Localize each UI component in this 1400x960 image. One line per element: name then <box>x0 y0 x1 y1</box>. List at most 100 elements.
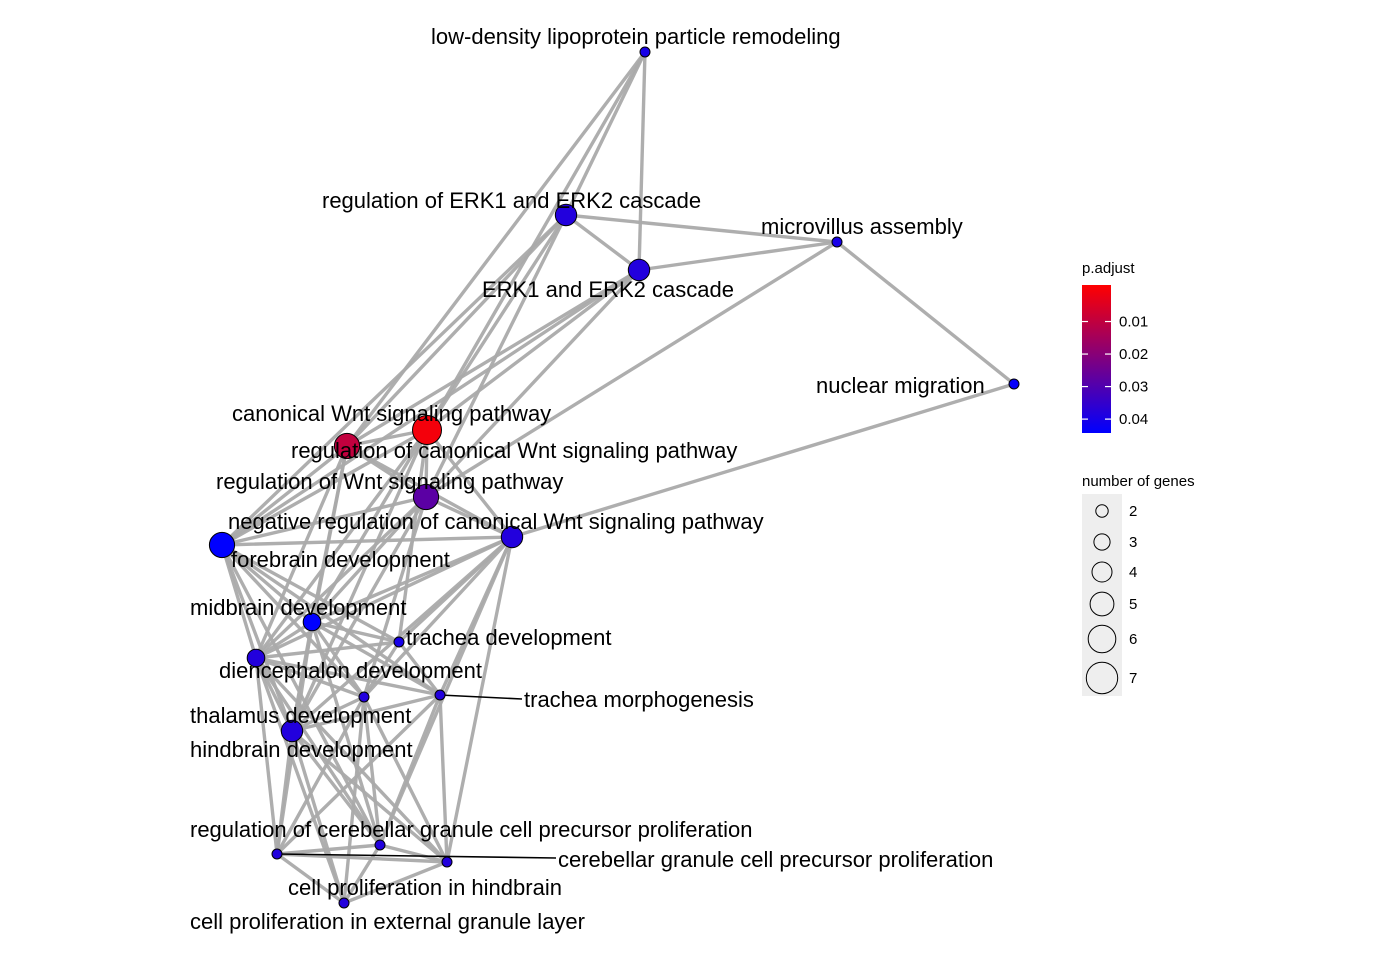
node-erk1-and-erk2-cascade[interactable] <box>627 258 651 282</box>
edge-low-density-lipoprotein-particle-remodeling--canonical-wnt-signaling-pathway <box>425 50 647 432</box>
node-nuclear-migration[interactable] <box>1008 378 1020 390</box>
node-label-thalamus-development: thalamus development <box>190 703 411 728</box>
node-label-regulation-of-cerebellar-granule-cell-precursor-proliferation: regulation of cerebellar granule cell pr… <box>190 817 753 842</box>
node-hindbrain-development[interactable] <box>280 719 304 743</box>
size-key-circle <box>1087 624 1117 654</box>
edge-regulation-of-wnt-signaling-pathway--forebrain-development <box>220 495 428 547</box>
node-label-trachea-morphogenesis: trachea morphogenesis <box>524 687 754 712</box>
size-key-label: 4 <box>1129 564 1137 581</box>
node-microvillus-assembly[interactable] <box>831 236 843 248</box>
node-label-midbrain-development: midbrain development <box>190 595 406 620</box>
node-thalamus-development[interactable] <box>358 691 370 703</box>
node-label-canonical-wnt-signaling-pathway: canonical Wnt signaling pathway <box>232 401 551 426</box>
edge-regulation-of-erk1-and-erk2-cascade--regulation-of-canonical-wnt-signaling-pathway <box>345 213 568 448</box>
edge-canonical-wnt-signaling-pathway--midbrain-development <box>310 428 429 624</box>
p-adjust-tick-label: 0.01 <box>1119 314 1148 331</box>
number-of-genes-legend-background <box>1082 494 1122 696</box>
edge-negative-regulation-of-canonical-wnt-signaling-pathway--forebrain-development <box>220 535 514 547</box>
edge-midbrain-development--thalamus-development <box>310 620 366 699</box>
p-adjust-legend: p.adjust 0.01 0.02 0.03 0.04 <box>1082 260 1148 433</box>
size-key-label: 3 <box>1129 534 1137 551</box>
edge-hindbrain-development--cell-proliferation-in-hindbrain <box>275 729 294 856</box>
node-trachea-development[interactable] <box>393 636 405 648</box>
edge-trachea-development--trachea-morphogenesis <box>397 640 442 697</box>
node-forebrain-development[interactable] <box>208 531 236 559</box>
edge-diencephalon-development--cell-proliferation-in-external-granule-layer <box>254 656 346 905</box>
edge-trachea-morphogenesis--cell-proliferation-in-hindbrain <box>275 693 442 856</box>
node-label-cell-proliferation-in-external-granule-layer: cell proliferation in external granule l… <box>190 909 585 934</box>
edge-forebrain-development--midbrain-development <box>220 543 314 624</box>
edge-erk1-and-erk2-cascade--forebrain-development <box>220 268 641 547</box>
edge-layer <box>220 50 1016 905</box>
leader-trachea-morphogenesis <box>439 694 523 700</box>
node-regulation-of-erk1-and-erk2-cascade[interactable] <box>554 203 578 227</box>
node-cell-proliferation-in-external-granule-layer[interactable] <box>338 897 350 909</box>
number-of-genes-keys: 2 3 4 5 6 7 <box>1085 503 1137 695</box>
edge-trachea-morphogenesis--cerebellar-granule-cell-precursor-proliferation <box>438 693 449 864</box>
node-regulation-of-wnt-signaling-pathway[interactable] <box>412 483 440 511</box>
size-key-circle <box>1091 561 1113 583</box>
edge-canonical-wnt-signaling-pathway--forebrain-development <box>220 428 429 547</box>
node-regulation-of-cerebellar-granule-cell-precursor-proliferation[interactable] <box>374 839 386 851</box>
size-key-label: 6 <box>1129 631 1137 648</box>
size-key-circle <box>1093 533 1111 551</box>
edge-diencephalon-development--trachea-morphogenesis <box>254 656 442 697</box>
edge-negative-regulation-of-canonical-wnt-signaling-pathway--cerebellar-granule-cell-precursor-proliferation <box>445 535 514 864</box>
node-trachea-morphogenesis[interactable] <box>434 689 446 701</box>
edge-midbrain-development--regulation-of-cerebellar-granule-cell-precursor-proliferation <box>310 620 382 847</box>
p-adjust-color-bar <box>1082 285 1111 433</box>
edge-negative-regulation-of-canonical-wnt-signaling-pathway--hindbrain-development <box>290 535 514 733</box>
edge-thalamus-development--cell-proliferation-in-external-granule-layer <box>342 695 366 905</box>
edge-regulation-of-erk1-and-erk2-cascade--microvillus-assembly <box>564 213 839 244</box>
edge-diencephalon-development--cell-proliferation-in-hindbrain <box>254 656 279 856</box>
edge-hindbrain-development--regulation-of-cerebellar-granule-cell-precursor-proliferation <box>290 729 382 847</box>
node-midbrain-development[interactable] <box>302 612 322 632</box>
edge-thalamus-development--regulation-of-cerebellar-granule-cell-precursor-proliferation <box>362 695 382 847</box>
size-key-circle <box>1095 504 1109 518</box>
edge-canonical-wnt-signaling-pathway--negative-regulation-of-canonical-wnt-signaling-pathway <box>425 428 514 539</box>
edge-erk1-and-erk2-cascade--regulation-of-canonical-wnt-signaling-pathway <box>345 268 641 448</box>
size-key-label: 2 <box>1129 503 1137 520</box>
node-low-density-lipoprotein-particle-remodeling[interactable] <box>639 46 651 58</box>
leader-cerebellar-granule-cell-precursor-proliferation <box>276 853 557 859</box>
size-key-label: 7 <box>1129 670 1137 687</box>
edge-regulation-of-wnt-signaling-pathway--hindbrain-development <box>290 495 428 733</box>
node-canonical-wnt-signaling-pathway[interactable] <box>412 415 442 445</box>
label-layer: low-density lipoprotein particle remodel… <box>190 24 993 934</box>
edge-cerebellar-granule-cell-precursor-proliferation--cell-proliferation-in-hindbrain <box>275 852 449 864</box>
edge-forebrain-development--trachea-morphogenesis <box>220 543 442 697</box>
label-leader-layer <box>276 694 557 859</box>
edge-thalamus-development--cell-proliferation-in-hindbrain <box>275 695 366 856</box>
p-adjust-tick-label: 0.02 <box>1119 346 1148 363</box>
edge-low-density-lipoprotein-particle-remodeling--regulation-of-erk1-and-erk2-cascade <box>564 50 647 217</box>
node-label-low-density-lipoprotein-particle-remodeling: low-density lipoprotein particle remodel… <box>431 24 841 49</box>
edge-diencephalon-development--thalamus-development <box>254 656 366 699</box>
node-cell-proliferation-in-hindbrain[interactable] <box>271 848 283 860</box>
node-regulation-of-canonical-wnt-signaling-pathway[interactable] <box>333 432 361 460</box>
node-label-nuclear-migration: nuclear migration <box>816 373 985 398</box>
p-adjust-tick-label: 0.04 <box>1119 411 1148 428</box>
edge-trachea-development--diencephalon-development <box>254 640 401 660</box>
edge-hindbrain-development--cell-proliferation-in-external-granule-layer <box>290 729 346 905</box>
edge-regulation-of-erk1-and-erk2-cascade--forebrain-development <box>220 213 568 547</box>
edge-midbrain-development--trachea-development <box>310 620 401 644</box>
node-label-diencephalon-development: diencephalon development <box>219 658 482 683</box>
node-diencephalon-development[interactable] <box>246 648 266 668</box>
edge-canonical-wnt-signaling-pathway--diencephalon-development <box>254 428 429 660</box>
edge-regulation-of-erk1-and-erk2-cascade--erk1-and-erk2-cascade <box>564 213 641 272</box>
node-label-cell-proliferation-in-hindbrain: cell proliferation in hindbrain <box>288 875 562 900</box>
size-key-label: 5 <box>1129 596 1137 613</box>
node-label-microvillus-assembly: microvillus assembly <box>761 214 963 239</box>
edge-regulation-of-cerebellar-granule-cell-precursor-proliferation--cerebellar-granule-cell-precursor-proliferation <box>378 843 449 864</box>
node-label-cerebellar-granule-cell-precursor-proliferation: cerebellar granule cell precursor prolif… <box>558 847 993 872</box>
node-cerebellar-granule-cell-precursor-proliferation[interactable] <box>441 856 453 868</box>
size-key-circle <box>1085 661 1119 695</box>
edge-trachea-morphogenesis--hindbrain-development <box>290 693 442 733</box>
edge-erk1-and-erk2-cascade--regulation-of-wnt-signaling-pathway <box>424 268 641 499</box>
edge-negative-regulation-of-canonical-wnt-signaling-pathway--diencephalon-development <box>254 535 514 660</box>
edge-low-density-lipoprotein-particle-remodeling--regulation-of-canonical-wnt-signaling-pathway <box>345 50 647 448</box>
node-negative-regulation-of-canonical-wnt-signaling-pathway[interactable] <box>500 525 524 549</box>
number-of-genes-legend: number of genes 2 3 4 5 6 7 <box>1082 473 1195 696</box>
edge-nuclear-migration--negative-regulation-of-canonical-wnt-signaling-pathway <box>510 382 1016 539</box>
node-layer <box>208 46 1020 909</box>
